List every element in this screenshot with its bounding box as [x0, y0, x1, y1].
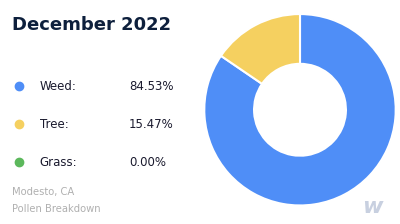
Text: 15.47%: 15.47% — [129, 118, 174, 131]
Text: Grass:: Grass: — [40, 156, 77, 169]
Text: Pollen Breakdown: Pollen Breakdown — [12, 205, 101, 214]
Wedge shape — [221, 14, 300, 84]
Wedge shape — [204, 14, 396, 205]
Text: w: w — [362, 197, 382, 217]
Text: 0.00%: 0.00% — [129, 156, 166, 169]
Text: December 2022: December 2022 — [12, 16, 172, 34]
Text: 84.53%: 84.53% — [129, 80, 174, 93]
Text: Tree:: Tree: — [40, 118, 68, 131]
Text: Modesto, CA: Modesto, CA — [12, 187, 75, 196]
Text: Weed:: Weed: — [40, 80, 76, 93]
